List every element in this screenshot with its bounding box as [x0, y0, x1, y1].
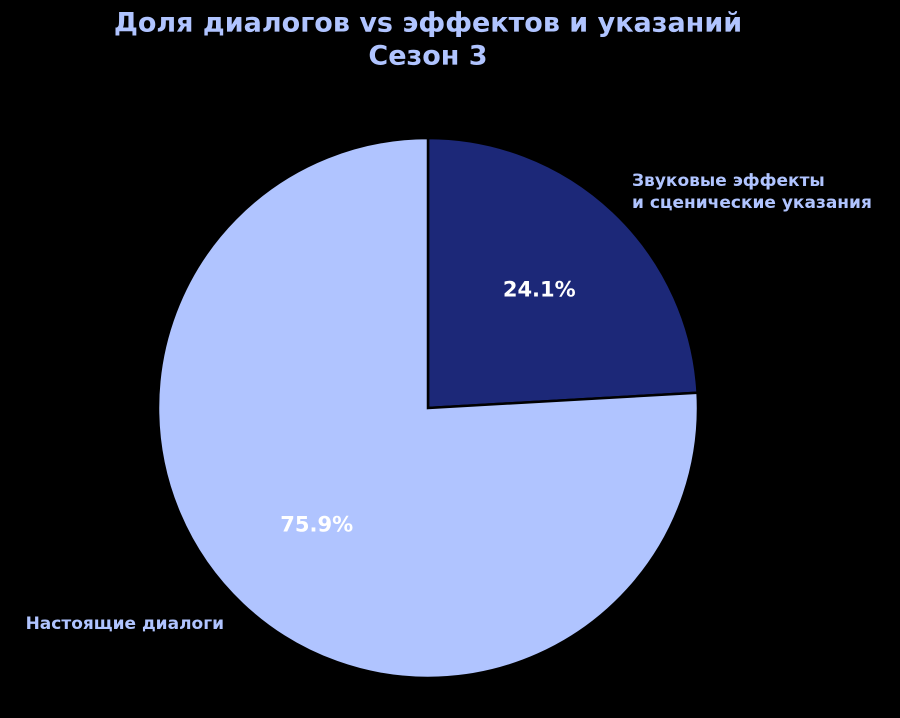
chart-title: Доля диалогов vs эффектов и указаний	[114, 8, 742, 39]
slice-label: Звуковые эффекты и сценические указания	[632, 171, 872, 213]
slice-label: Настоящие диалоги	[26, 614, 224, 634]
percent-label: 75.9%	[280, 513, 353, 537]
chart-subtitle: Сезон 3	[368, 41, 487, 72]
pie-slice	[156, 136, 700, 680]
pie-slice	[426, 136, 699, 410]
percent-label: 24.1%	[503, 277, 576, 301]
